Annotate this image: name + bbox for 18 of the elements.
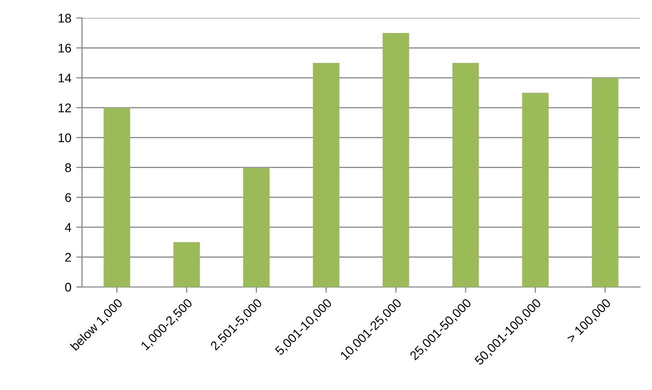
y-tick-label: 8 (65, 163, 72, 172)
y-tick-label: 16 (58, 44, 72, 53)
bar (243, 167, 270, 287)
bar (104, 108, 130, 287)
y-tick-label: 4 (64, 223, 72, 232)
y-tick-label: 0 (65, 282, 72, 292)
bar (592, 78, 618, 287)
y-tick-label: 6 (65, 193, 72, 202)
bar (173, 242, 200, 287)
y-tick-label: 12 (58, 103, 71, 112)
y-tick-label: 2 (65, 252, 71, 262)
bar (312, 62, 340, 287)
y-tick-label: 18 (58, 14, 72, 23)
bar (382, 32, 410, 287)
y-tick-label: 10 (58, 133, 72, 142)
y-tick-label: 14 (58, 74, 72, 82)
bar (452, 62, 479, 287)
bar (522, 92, 549, 287)
